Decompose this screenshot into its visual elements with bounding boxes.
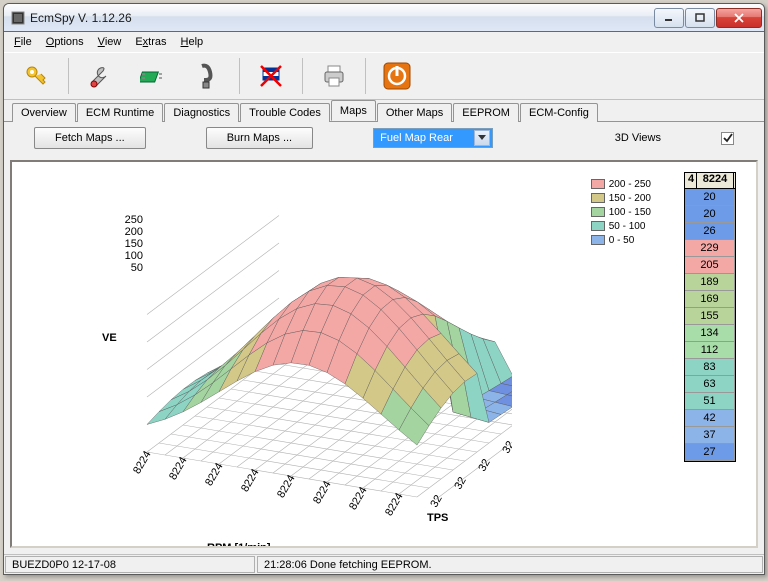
burn-maps-button[interactable]: Burn Maps ... bbox=[206, 127, 313, 149]
svg-text:8224: 8224 bbox=[239, 467, 262, 494]
chart-area: 8224 8224 8224 8224 8224 8224 8224 8224 32 32 32 32… bbox=[10, 160, 758, 548]
app-icon bbox=[10, 10, 26, 26]
z-axis-label: VE bbox=[102, 332, 117, 344]
printer-button[interactable] bbox=[309, 55, 359, 97]
tab-overview[interactable]: Overview bbox=[12, 103, 76, 122]
data-cell[interactable]: 112 bbox=[685, 342, 735, 359]
data-cell[interactable]: 229 bbox=[685, 240, 735, 257]
status-left: BUEZD0P0 12-17-08 bbox=[5, 556, 255, 573]
z-axis-ticks: 25020015010050 bbox=[115, 214, 143, 274]
svg-text:8224: 8224 bbox=[383, 491, 406, 518]
keys-button[interactable] bbox=[12, 55, 62, 97]
menu-view[interactable]: View bbox=[92, 34, 128, 50]
legend-row: 50 - 100 bbox=[591, 219, 651, 233]
tab-other-maps[interactable]: Other Maps bbox=[377, 103, 452, 122]
svg-text:32: 32 bbox=[500, 439, 512, 456]
map-select-value: Fuel Map Rear bbox=[376, 132, 474, 144]
chip-button[interactable] bbox=[129, 55, 179, 97]
data-cell[interactable]: 51 bbox=[685, 393, 735, 410]
x-axis-label: RPM [1/min] bbox=[207, 542, 271, 548]
window-title: EcmSpy V. 1.12.26 bbox=[30, 11, 653, 25]
data-cell[interactable]: 27 bbox=[685, 444, 735, 461]
svg-text:8224: 8224 bbox=[131, 449, 154, 476]
status-right: 21:28:06 Done fetching EEPROM. bbox=[257, 556, 763, 573]
3d-views-checkbox[interactable] bbox=[721, 132, 734, 145]
tab-eeprom[interactable]: EEPROM bbox=[453, 103, 519, 122]
chart-legend: 200 - 250150 - 200100 - 15050 - 1000 - 5… bbox=[591, 177, 651, 247]
wrench-button[interactable] bbox=[75, 55, 125, 97]
data-cell[interactable]: 37 bbox=[685, 427, 735, 444]
tab-maps[interactable]: Maps bbox=[331, 100, 376, 121]
data-cell[interactable]: 155 bbox=[685, 308, 735, 325]
data-column-header: 4 8224 bbox=[685, 173, 735, 189]
views-label: 3D Views bbox=[615, 132, 661, 144]
tab-diagnostics[interactable]: Diagnostics bbox=[164, 103, 239, 122]
app-window: EcmSpy V. 1.12.26 FileOptionsViewExtrasH… bbox=[3, 3, 765, 575]
data-cell[interactable]: 189 bbox=[685, 274, 735, 291]
map-toolbar: Fetch Maps ... Burn Maps ... Fuel Map Re… bbox=[4, 122, 764, 154]
menu-file[interactable]: File bbox=[8, 34, 38, 50]
close-button[interactable] bbox=[716, 8, 762, 28]
fetch-maps-button[interactable]: Fetch Maps ... bbox=[34, 127, 146, 149]
legend-row: 150 - 200 bbox=[591, 191, 651, 205]
data-column[interactable]: 4 8224 202026229205189169155134112836351… bbox=[684, 172, 736, 462]
minimize-button[interactable] bbox=[654, 8, 684, 28]
y-axis-label: TPS bbox=[427, 512, 448, 524]
menu-options[interactable]: Options bbox=[40, 34, 90, 50]
data-cell[interactable]: 169 bbox=[685, 291, 735, 308]
connector-button[interactable] bbox=[183, 55, 233, 97]
svg-text:8224: 8224 bbox=[275, 473, 298, 500]
svg-text:8224: 8224 bbox=[311, 479, 334, 506]
menu-extras[interactable]: Extras bbox=[129, 34, 172, 50]
svg-text:32: 32 bbox=[428, 493, 445, 510]
data-cell[interactable]: 83 bbox=[685, 359, 735, 376]
svg-text:8224: 8224 bbox=[347, 485, 370, 512]
data-cell[interactable]: 134 bbox=[685, 325, 735, 342]
legend-row: 200 - 250 bbox=[591, 177, 651, 191]
data-cell[interactable]: 20 bbox=[685, 189, 735, 206]
legend-row: 100 - 150 bbox=[591, 205, 651, 219]
flag-x-button[interactable] bbox=[246, 55, 296, 97]
toolbar bbox=[4, 52, 764, 100]
tabstrip: OverviewECM RuntimeDiagnosticsTrouble Co… bbox=[4, 100, 764, 122]
legend-row: 0 - 50 bbox=[591, 233, 651, 247]
data-cell[interactable]: 205 bbox=[685, 257, 735, 274]
statusbar: BUEZD0P0 12-17-08 21:28:06 Done fetching… bbox=[4, 554, 764, 574]
power-button[interactable] bbox=[372, 55, 422, 97]
menubar: FileOptionsViewExtrasHelp bbox=[4, 32, 764, 52]
map-select[interactable]: Fuel Map Rear bbox=[373, 128, 493, 148]
data-cell[interactable]: 42 bbox=[685, 410, 735, 427]
svg-text:8224: 8224 bbox=[203, 461, 226, 488]
svg-text:32: 32 bbox=[452, 475, 469, 492]
data-cell[interactable]: 26 bbox=[685, 223, 735, 240]
tab-trouble-codes[interactable]: Trouble Codes bbox=[240, 103, 330, 122]
titlebar[interactable]: EcmSpy V. 1.12.26 bbox=[4, 4, 764, 32]
svg-text:32: 32 bbox=[476, 457, 493, 474]
tab-ecm-runtime[interactable]: ECM Runtime bbox=[77, 103, 163, 122]
svg-text:8224: 8224 bbox=[167, 455, 190, 482]
data-cell[interactable]: 20 bbox=[685, 206, 735, 223]
data-cell[interactable]: 63 bbox=[685, 376, 735, 393]
chevron-down-icon bbox=[474, 130, 490, 146]
menu-help[interactable]: Help bbox=[175, 34, 210, 50]
tab-ecm-config[interactable]: ECM-Config bbox=[520, 103, 598, 122]
maximize-button[interactable] bbox=[685, 8, 715, 28]
